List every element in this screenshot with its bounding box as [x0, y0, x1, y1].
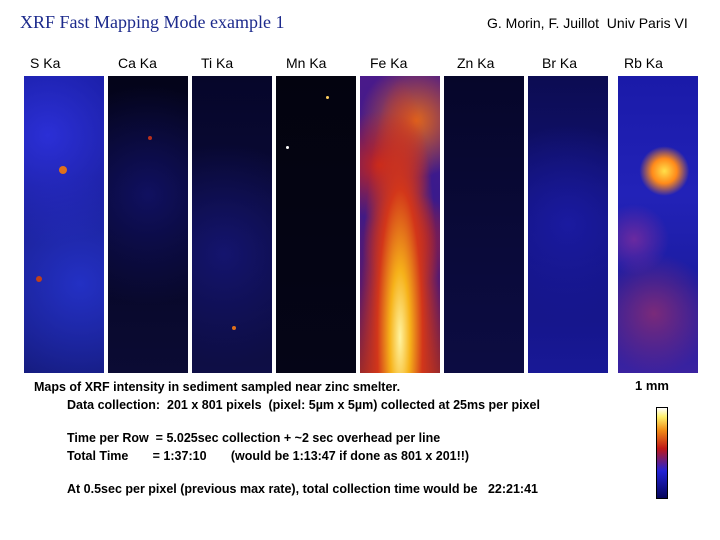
map-label-br: Br Ka — [542, 55, 578, 71]
map-label-fe: Fe Ka — [370, 55, 408, 71]
caption-line: Data collection: 201 x 801 pixels (pixel… — [67, 398, 540, 412]
map-image-zn — [444, 76, 524, 373]
caption-line: At 0.5sec per pixel (previous max rate),… — [67, 482, 538, 496]
map-label-rb: Rb Ka — [624, 55, 663, 71]
caption-block: Maps of XRF intensity in sediment sample… — [34, 380, 540, 496]
hotspot — [36, 276, 42, 282]
map-image-rb — [618, 76, 698, 373]
hotspot — [326, 96, 329, 99]
map-label-mn: Mn Ka — [286, 55, 327, 71]
hotspot — [148, 136, 152, 140]
hotspot — [286, 146, 289, 149]
caption-line: Time per Row = 5.025sec collection + ~2 … — [67, 431, 441, 445]
map-image-s — [24, 76, 104, 373]
intensity-colorbar — [656, 407, 668, 499]
slide-title: XRF Fast Mapping Mode example 1 — [20, 12, 285, 32]
scale-label: 1 mm — [635, 378, 669, 393]
map-label-ca: Ca Ka — [118, 55, 157, 71]
map-label-s: S Ka — [30, 55, 61, 71]
map-image-br — [528, 76, 608, 373]
map-image-fe — [360, 76, 440, 373]
map-image-ca — [108, 76, 188, 373]
caption-line: Total Time = 1:37:10 (would be 1:13:47 i… — [67, 449, 470, 463]
caption-line: Maps of XRF intensity in sediment sample… — [34, 380, 401, 394]
hotspot — [59, 166, 67, 174]
hotspot — [232, 326, 236, 330]
map-image-mn — [276, 76, 356, 373]
map-image-ti — [192, 76, 272, 373]
map-label-zn: Zn Ka — [457, 55, 495, 71]
map-label-ti: Ti Ka — [201, 55, 234, 71]
author-credit: G. Morin, F. Juillot Univ Paris VI — [487, 15, 688, 31]
